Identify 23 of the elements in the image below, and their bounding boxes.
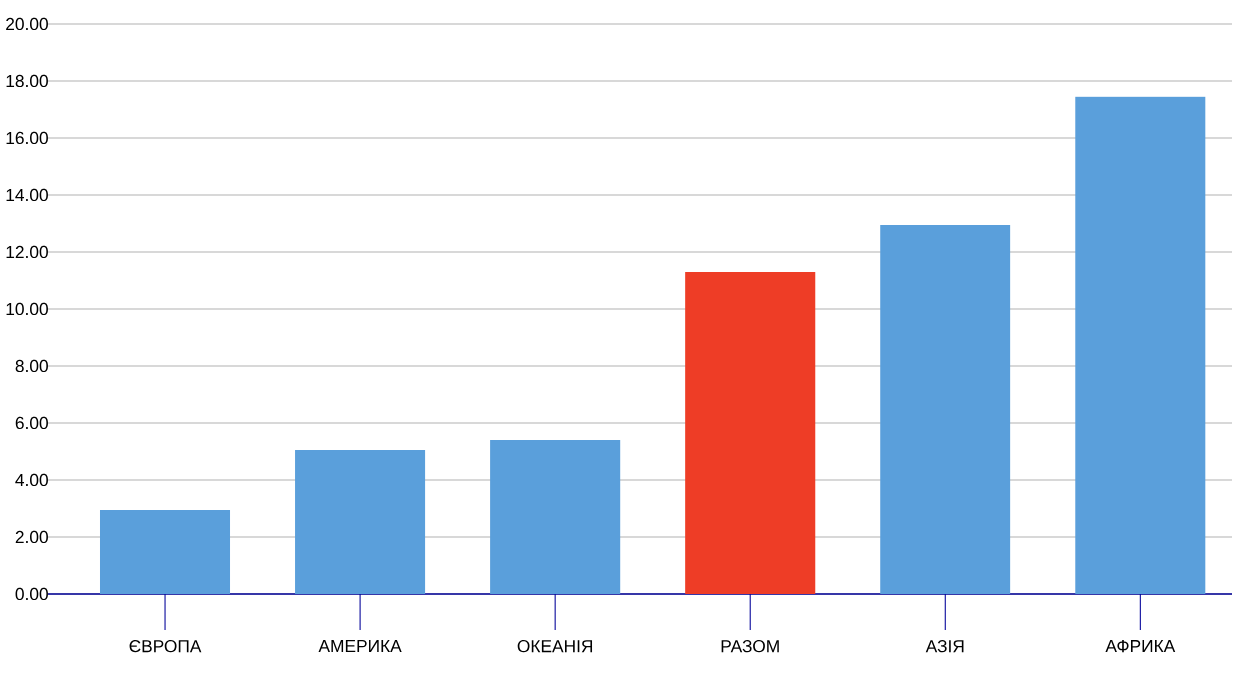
x-tick-label: АМЕРИКА	[318, 640, 402, 652]
x-tick-label: АЗІЯ	[925, 640, 964, 653]
bar	[880, 224, 1011, 594]
y-tick-label: 6.00	[15, 416, 48, 430]
y-tick-label: 10.00	[6, 302, 48, 316]
bar	[295, 450, 426, 594]
x-tick-label: ЄВРОПА	[129, 640, 202, 653]
y-tick-label: 18.00	[6, 74, 48, 88]
bar	[490, 440, 621, 594]
y-tick-label: 12.00	[6, 245, 48, 259]
y-tick-label: 2.00	[15, 530, 48, 544]
bar	[685, 271, 816, 594]
y-tick-label: 8.00	[15, 359, 48, 373]
bar	[99, 509, 231, 594]
x-tick-label: ОКЕАНІЯ	[517, 640, 593, 653]
y-tick-label: 4.00	[15, 473, 48, 487]
bar	[1075, 96, 1206, 594]
y-tick-label: 0.00	[15, 587, 48, 601]
y-tick-label: 14.00	[6, 188, 48, 202]
x-tick-label: РАЗОМ	[721, 640, 779, 653]
y-tick-label: 20.00	[6, 17, 48, 31]
y-tick-label: 16.00	[6, 131, 48, 145]
x-tick-label: АФРИКА	[1105, 640, 1176, 653]
